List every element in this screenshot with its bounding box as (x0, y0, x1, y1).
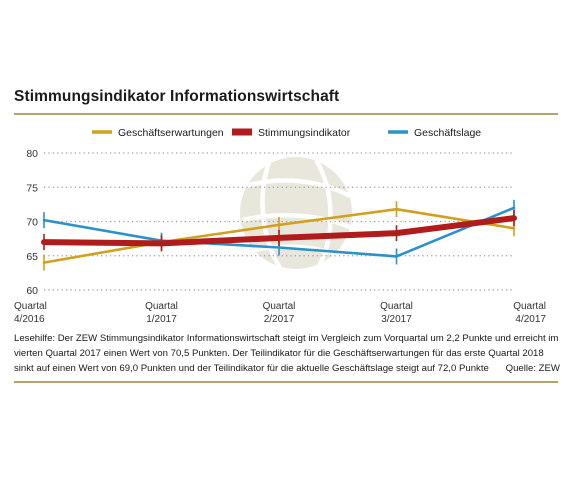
x-category-label: Quartal 1/2017 (145, 301, 178, 325)
x-category-label: Quartal 4/2016 (14, 301, 47, 325)
y-axis-ticks: 60 65 70 75 80 (26, 148, 38, 297)
series-lines (41, 199, 517, 271)
series-2 (41, 210, 517, 252)
y-tick-label: 80 (26, 148, 38, 160)
source-label: Quelle: ZEW (505, 363, 560, 374)
x-axis-categories: Quartal 4/2016 Quartal 1/2017 Quartal 2/2017 Q… (14, 301, 546, 325)
y-tick-label: 70 (26, 217, 38, 229)
line-chart: Geschäftserwartungen Stimmungsindikator Ge… (14, 127, 546, 325)
legend-label: Geschäftserwartungen (118, 127, 224, 139)
legend-item: Geschäftserwartungen (92, 127, 224, 139)
grid-lines (44, 152, 514, 291)
x-category-label: Quartal 4/2017 (513, 301, 546, 325)
legend-label: Geschäftslage (414, 127, 481, 139)
x-category-label: Quartal 2/2017 (263, 301, 296, 325)
chart-title: Stimmungsindikator Informationswirtschaf… (14, 88, 340, 105)
legend-label: Stimmungsindikator (258, 127, 351, 139)
reading-note-text: Lesehilfe: Der ZEW Stimmungsindikator In… (14, 333, 559, 374)
legend: Geschäftserwartungen Stimmungsindikator Ge… (92, 127, 481, 139)
x-category-label: Quartal 3/2017 (380, 301, 413, 325)
title-rule (14, 113, 558, 115)
reading-note: Lesehilfe: Der ZEW Stimmungsindikator In… (14, 331, 560, 376)
y-tick-label: 65 (26, 251, 38, 263)
bottom-rule (14, 381, 558, 383)
legend-item: Geschäftslage (388, 127, 481, 139)
y-tick-label: 60 (26, 285, 38, 297)
y-tick-label: 75 (26, 182, 38, 194)
legend-item: Stimmungsindikator (232, 127, 351, 139)
